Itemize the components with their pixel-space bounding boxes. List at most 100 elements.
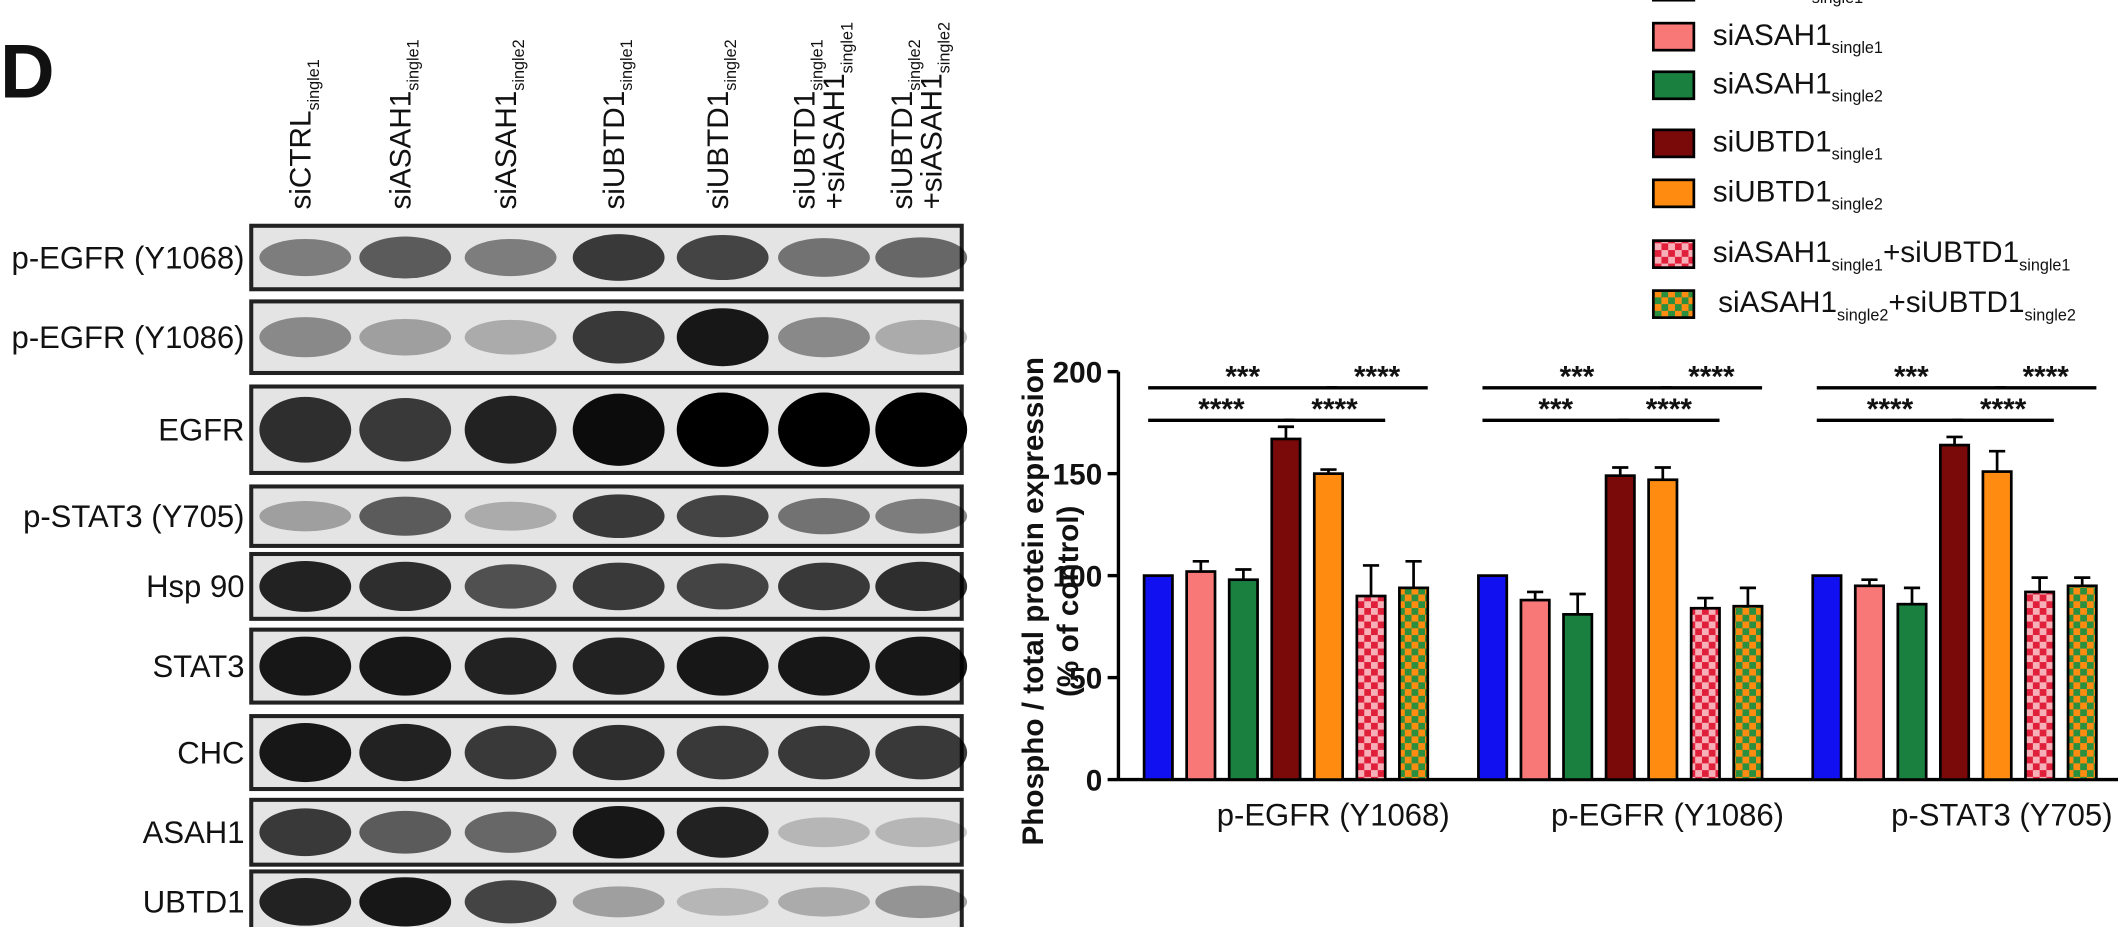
label-text: +siUBTD1 [1883, 236, 2019, 269]
bar [1939, 443, 1971, 781]
row-label: p-EGFR (Y1068) [12, 240, 245, 275]
blot-band [359, 318, 452, 356]
blot-band [778, 317, 870, 358]
blot-band [464, 501, 557, 531]
label-text: siUBTD1 [702, 91, 735, 210]
label-subscript: single1 [1832, 39, 1883, 57]
label-text: siASAH1 [1713, 67, 1832, 100]
label-subscript: single1 [838, 22, 856, 73]
blot-band [572, 393, 665, 466]
blot-band [464, 637, 557, 695]
blot-band [359, 496, 452, 536]
bar [1853, 584, 1885, 781]
row-label: p-STAT3 (Y705) [23, 499, 244, 534]
lane-label: siUBTD1single1 [789, 39, 827, 209]
lane-label: +siASAH1single1 [818, 22, 856, 210]
blot-band [676, 806, 769, 858]
blot-band [572, 724, 665, 781]
blot-band [676, 636, 769, 696]
label-text: siASAH1 [1718, 286, 1837, 319]
significance-label: *** [1560, 361, 1595, 394]
legend-label: siASAH1single2+siUBTD1single2 [1718, 286, 2076, 324]
blot-band [778, 238, 870, 277]
significance-label: *** [1538, 393, 1573, 426]
label-text: siCTRL [285, 111, 318, 210]
legend-swatch [1651, 289, 1696, 319]
blot-band [259, 501, 352, 532]
label-text: siASAH1 [1713, 19, 1832, 52]
blot-band [875, 885, 968, 919]
blot-band [572, 310, 665, 364]
blot-band [464, 725, 557, 780]
blot-band [464, 880, 557, 924]
y-tick-label: 100 [1053, 560, 1103, 593]
bar [1142, 574, 1174, 781]
legend-label: siASAH1single1+siUBTD1single1 [1713, 236, 2071, 274]
blot-band [259, 238, 352, 277]
blot-band [359, 810, 452, 854]
blot-band [359, 877, 452, 927]
significance-label: **** [1646, 393, 1693, 426]
y-axis-label: Phospho / total protein expression [1017, 357, 1050, 846]
label-subscript: single1 [1812, 0, 1863, 7]
blot-band [259, 723, 352, 783]
label-subscript: single2 [1837, 306, 1888, 324]
blot-band [778, 887, 870, 917]
y-tick-label: 150 [1053, 458, 1103, 491]
y-tick-label: 200 [1053, 356, 1103, 389]
label-subscript: single2 [2025, 306, 2076, 324]
bar [1981, 470, 2013, 781]
blot-band [676, 392, 769, 467]
blot-band [778, 817, 870, 848]
bar [1270, 437, 1302, 781]
significance-label: **** [2023, 361, 2070, 394]
lane-label: siCTRLsingle1 [285, 59, 323, 209]
bar [1519, 598, 1551, 781]
blot-band [259, 317, 352, 358]
blot-band [464, 564, 557, 609]
bar [2066, 584, 2098, 781]
blot-band [875, 319, 968, 355]
blot-band [778, 392, 870, 467]
row-label: EGFR [158, 413, 244, 448]
blot-band [778, 636, 870, 696]
row-label: UBTD1 [143, 885, 245, 920]
blot-band [676, 495, 769, 538]
blot-band [464, 319, 557, 355]
legend-label: siUBTD1single1 [1713, 125, 1883, 163]
label-text: siASAH1 [385, 91, 418, 210]
bar [1312, 472, 1345, 781]
significance-label: **** [1354, 361, 1401, 394]
row-label: p-EGFR (Y1086) [12, 320, 245, 355]
significance-label: **** [1198, 393, 1245, 426]
bar [1811, 574, 1843, 781]
lane-label: siUBTD1single2 [886, 39, 924, 209]
y-tick-label: 0 [1086, 764, 1103, 797]
label-subscript: single2 [510, 39, 528, 90]
lane-label: siUBTD1single2 [702, 39, 740, 209]
row-label: ASAH1 [143, 815, 245, 850]
blot-band [572, 806, 665, 859]
label-text: siUBTD1 [598, 91, 631, 210]
blot-band [259, 877, 352, 926]
bar [1477, 574, 1509, 781]
label-subscript: single1 [405, 39, 423, 90]
bar [1355, 594, 1387, 781]
label-subscript: single2 [1832, 87, 1883, 105]
label-text: siUBTD1 [1713, 175, 1832, 208]
x-tick-label: p-EGFR (Y1086) [1551, 798, 1784, 833]
bar [1185, 570, 1217, 781]
blot-band [572, 886, 665, 918]
blot-band [676, 887, 769, 916]
legend-swatch [1651, 70, 1696, 101]
label-subscript: single2 [1832, 196, 1883, 214]
blot-band [359, 236, 452, 279]
blot-band [875, 725, 968, 780]
bar [1227, 578, 1259, 781]
bar [1732, 604, 1764, 781]
label-subscript: single2 [906, 39, 924, 90]
panel-label: D [0, 30, 55, 114]
label-subscript: single2 [936, 22, 954, 73]
